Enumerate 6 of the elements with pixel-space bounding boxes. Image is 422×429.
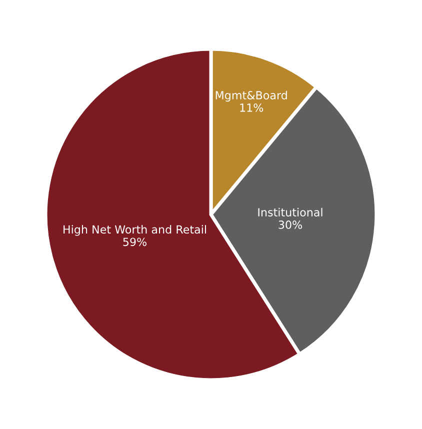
- slice-label: Mgmt&Board: [216, 90, 287, 102]
- slice-label: Institutional: [258, 208, 322, 216]
- data-label: 59%: [123, 238, 146, 246]
- slice-label: High Net Worth and Retail: [64, 225, 206, 236]
- data-label: 11%: [240, 103, 264, 112]
- data-label: 30%: [278, 220, 302, 229]
